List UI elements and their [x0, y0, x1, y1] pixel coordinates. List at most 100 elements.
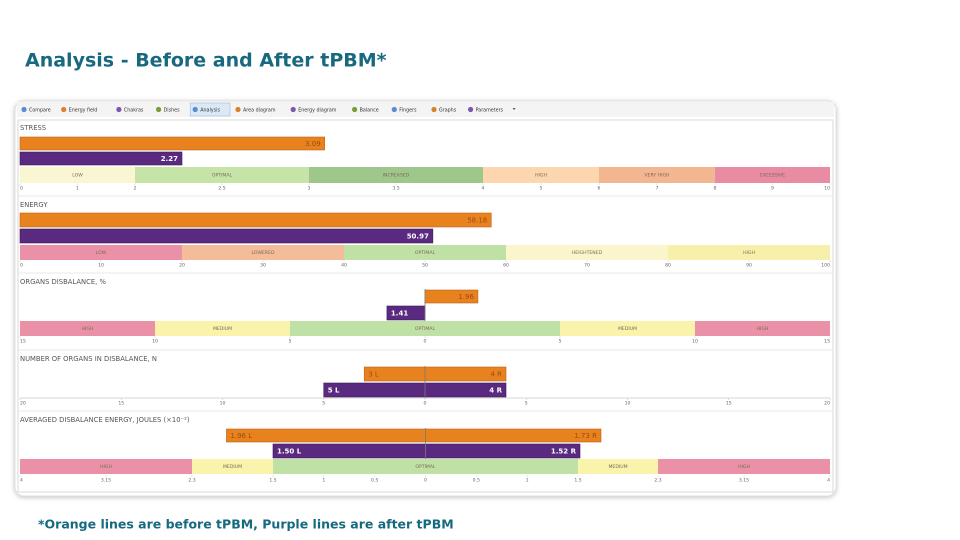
tab[interactable]: [288, 103, 347, 116]
zone: [273, 459, 578, 474]
zone: [155, 321, 290, 336]
tick-label: 50: [422, 263, 428, 269]
tick-label: 4: [20, 478, 23, 484]
tab-label: Analysis: [200, 108, 220, 114]
zone: [192, 459, 273, 474]
tick-label: 40: [341, 263, 347, 269]
tab-icon: [192, 106, 198, 113]
zone-label: VERY HIGH: [644, 173, 669, 179]
tick-label: 20: [824, 401, 830, 407]
zone-label: HIGH: [535, 173, 547, 179]
tick-label: 1: [526, 478, 529, 484]
after-bar: [19, 151, 183, 166]
after-value-label: 4 R: [489, 387, 502, 395]
zone-label: OPTIMAL: [415, 250, 436, 256]
tick-label: 10: [692, 339, 698, 345]
zone: [506, 245, 668, 260]
tick-label: 0: [20, 186, 23, 192]
tick-label: 2.3: [188, 478, 195, 484]
tab[interactable]: [189, 102, 231, 117]
tick-label: 70: [584, 263, 590, 269]
zone: [20, 245, 182, 260]
tick-label: 0.5: [371, 478, 378, 484]
tick-label: 8: [714, 186, 717, 192]
tick-label: 6: [598, 186, 601, 192]
tick-label: 5: [525, 401, 528, 407]
after-value-label: 1.50 L: [277, 448, 302, 456]
tab[interactable]: [465, 103, 512, 116]
tick-label: 5: [540, 186, 543, 192]
tab-icon: [21, 106, 27, 113]
tick-label: 10: [625, 401, 631, 407]
zone-label: HIGH: [743, 250, 755, 256]
tab-icon: [61, 106, 67, 113]
tab-label: Energy diagram: [298, 108, 337, 114]
tick-label: 15: [824, 339, 830, 345]
tab[interactable]: [233, 103, 286, 116]
tab-label: Energy field: [69, 108, 98, 114]
tick-label: 2.3: [654, 478, 661, 484]
tick-label: 3.15: [101, 478, 111, 484]
tick-label: 4: [482, 186, 485, 192]
zone-label: OPTIMAL: [415, 464, 436, 470]
tick-label: 1: [76, 186, 79, 192]
tab-icon: [290, 106, 296, 113]
tab-icon: [116, 106, 122, 113]
tick-label: 1.5: [574, 478, 581, 484]
zone: [668, 245, 830, 260]
tick-label: 0.5: [473, 478, 480, 484]
tick-label: 3.5: [392, 186, 399, 192]
panel-label: ENERGY: [20, 201, 48, 209]
zone: [715, 167, 830, 183]
tab[interactable]: [19, 103, 56, 116]
before-value-label: 4 R: [490, 371, 502, 379]
tab-label: Dishes: [164, 108, 181, 114]
zone-label: HIGH: [82, 326, 94, 332]
zone-label: INCREASED: [383, 173, 410, 179]
tick-label: 100: [821, 263, 830, 269]
tab-label: Compare: [29, 108, 51, 114]
tab-label: Chakras: [124, 108, 144, 114]
zone-label: OPTIMAL: [415, 326, 436, 332]
zone-label: MEDIUM: [618, 326, 637, 332]
tab[interactable]: [429, 103, 463, 116]
zone-label: HIGH: [738, 464, 750, 470]
zone: [344, 245, 506, 260]
tab[interactable]: [389, 103, 426, 116]
zone: [599, 167, 715, 183]
before-bar: [226, 428, 426, 443]
panel-label: ORGANS DISBALANCE, %: [20, 278, 106, 286]
tab[interactable]: [349, 103, 387, 116]
tick-label: 5: [559, 339, 562, 345]
tab-icon: [156, 106, 162, 113]
tab-label: Balance: [360, 108, 379, 114]
before-value-label: 58.18: [467, 217, 487, 225]
zone-label: HIGH: [757, 326, 769, 332]
panel-label: NUMBER OF ORGANS IN DISBALANCE, N: [20, 355, 157, 363]
zone-label: MEDIUM: [213, 326, 232, 332]
tick-label: 90: [746, 263, 752, 269]
after-value-label: 5 L: [328, 387, 340, 395]
tab[interactable]: [113, 103, 151, 116]
zone: [20, 167, 135, 183]
tick-label: 3: [308, 186, 311, 192]
tab[interactable]: [153, 103, 188, 116]
zone: [658, 459, 830, 474]
zone: [578, 459, 658, 474]
tick-label: 30: [260, 263, 266, 269]
before-bar: [19, 212, 492, 228]
tab-label: Area diagram: [243, 108, 276, 114]
after-value-label: 50.97: [407, 233, 429, 241]
zone: [560, 321, 695, 336]
zone-label: HEIGHTENED: [572, 250, 603, 256]
zone-label: MEDIUM: [223, 464, 242, 470]
zone-label: HIGH: [100, 464, 112, 470]
after-value-label: 1.41: [391, 310, 408, 318]
tick-label: 2: [134, 186, 137, 192]
tab-icon: [235, 106, 241, 113]
tick-label: 4: [827, 478, 830, 484]
tab[interactable]: [58, 103, 111, 116]
slide-title: Analysis - Before and After tPBM*: [25, 50, 387, 72]
